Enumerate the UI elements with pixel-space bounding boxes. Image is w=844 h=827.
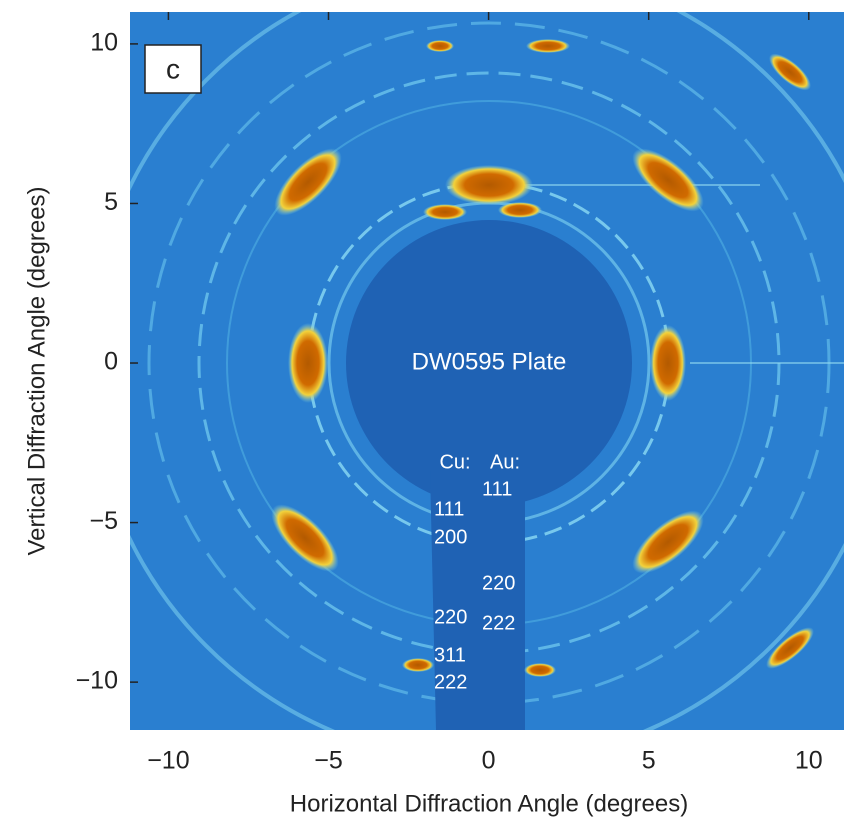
x-tick-label: −5 — [314, 747, 343, 775]
y-tick-label: 10 — [90, 29, 118, 57]
y-tick-label: 0 — [104, 348, 118, 376]
au-header: Au: — [490, 451, 520, 473]
x-tick-label: 10 — [795, 747, 823, 775]
au-label: 111 — [482, 478, 512, 500]
x-axis-label: Horizontal Diffraction Angle (degrees) — [290, 790, 688, 817]
y-tick-label: −5 — [89, 507, 118, 535]
y-tick-label: −10 — [76, 667, 118, 695]
x-tick-label: 5 — [642, 747, 656, 775]
au-label: 222 — [482, 612, 515, 634]
y-axis-label: Vertical Diffraction Angle (degrees) — [23, 186, 50, 555]
x-tick-label: 0 — [482, 747, 496, 775]
cu-header: Cu: — [439, 451, 470, 473]
au-label: 220 — [482, 572, 515, 594]
annotation: DW0595 Plate — [412, 348, 567, 375]
panel-box — [144, 44, 202, 94]
cu-label: 220 — [434, 606, 467, 628]
cu-label: 222 — [434, 671, 467, 693]
cu-label: 200 — [434, 526, 467, 548]
diffraction-image — [130, 12, 844, 730]
panel-label: c — [166, 53, 180, 84]
y-tick-label: 5 — [104, 188, 118, 216]
cu-label: 311 — [434, 644, 466, 666]
cu-label: 111 — [434, 498, 464, 520]
x-tick-label: −10 — [147, 747, 189, 775]
